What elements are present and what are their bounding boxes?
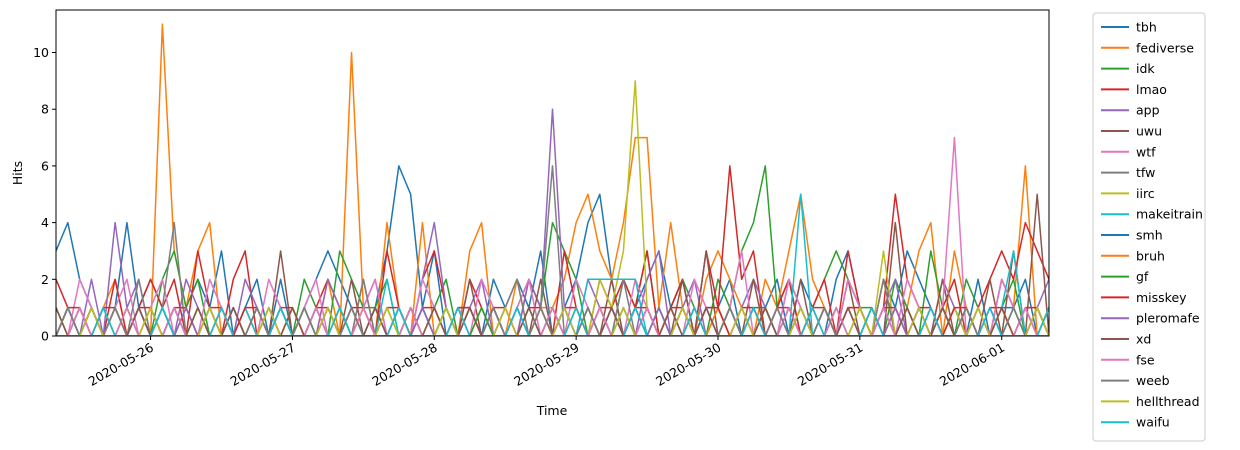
legend-entry: smh <box>1136 228 1163 243</box>
legend-frame <box>1092 12 1206 442</box>
legend-entry: weeb <box>1136 373 1170 388</box>
series-line-hellthread <box>56 306 1049 336</box>
legend-entry: iirc <box>1136 186 1155 201</box>
legend-entry: app <box>1136 103 1160 118</box>
legend-entry: fse <box>1136 352 1155 367</box>
x-tick-label: 2020-05-28 <box>369 340 439 389</box>
y-tick-label: 2 <box>41 272 49 287</box>
plot-frame <box>55 9 1050 337</box>
legend-entry: misskey <box>1136 290 1187 305</box>
legend: tbh fediverse idk lmao app uwu wtf tfw iirc makei… <box>1092 12 1206 442</box>
x-tick-label: 2020-05-31 <box>795 340 865 389</box>
series-line-iirc <box>56 80 1049 336</box>
y-tick-label: 4 <box>41 215 49 230</box>
series-line-waifu <box>56 306 1049 336</box>
y-tick-label: 6 <box>41 158 49 173</box>
x-tick-label: 2020-05-27 <box>228 340 298 389</box>
legend-entry: tbh <box>1136 20 1157 35</box>
y-tick-label: 10 <box>33 45 49 60</box>
y-tick-label: 0 <box>41 329 49 344</box>
series-lines <box>56 23 1049 336</box>
y-tick-label: 8 <box>41 102 49 117</box>
series-line-xd <box>56 306 1049 336</box>
legend-entry: xd <box>1136 332 1151 347</box>
series-line-makeitrain <box>56 193 1049 336</box>
x-tick-label: 2020-05-26 <box>86 340 156 389</box>
series-line-wtf <box>56 136 1049 336</box>
legend-entry: pleromafe <box>1136 311 1200 326</box>
x-axis-label: Time <box>536 403 568 418</box>
legend-entry: makeitrain <box>1136 207 1203 222</box>
legend-entry: fediverse <box>1136 40 1194 55</box>
legend-entry: lmao <box>1136 82 1167 97</box>
legend-entry: tfw <box>1136 165 1155 180</box>
x-axis: 2020-05-26 2020-05-27 2020-05-28 2020-05-29… <box>86 336 1007 389</box>
x-tick-label: 2020-05-29 <box>511 340 581 389</box>
x-tick-label: 2020-05-30 <box>653 340 723 389</box>
x-tick-label: 2020-06-01 <box>937 340 1007 389</box>
legend-entry: idk <box>1136 61 1155 76</box>
legend-entry: uwu <box>1136 124 1162 139</box>
series-line-fediverse <box>56 23 1049 336</box>
legend-entry: waifu <box>1136 415 1170 430</box>
legend-entry: hellthread <box>1136 394 1200 409</box>
legend-entry: bruh <box>1136 248 1165 263</box>
y-axis-label: Hits <box>10 161 25 185</box>
y-axis: 0 2 4 6 8 10 <box>33 45 56 344</box>
series-line-uwu <box>56 193 1049 336</box>
legend-entry: wtf <box>1136 144 1156 159</box>
legend-entry: gf <box>1136 269 1149 284</box>
